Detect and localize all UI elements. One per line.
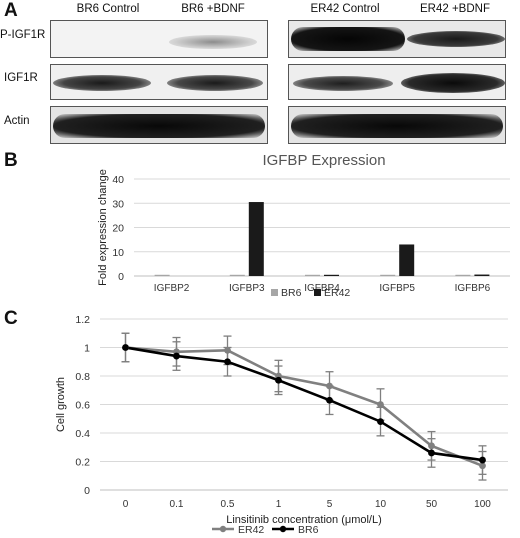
chart-c-category-label: 0.1 bbox=[170, 499, 184, 510]
chart-b-ytick-label: 0 bbox=[118, 271, 124, 283]
chart-c-series-line bbox=[125, 346, 483, 462]
chart-b-category-label: IGFBP2 bbox=[154, 283, 190, 294]
chart-c-x-axis-label: Linsitinib concentration (μmol/L) bbox=[226, 514, 382, 526]
chart-c-category-label: 100 bbox=[474, 499, 491, 510]
chart-c-point bbox=[224, 358, 231, 366]
chart-c-legend-marker bbox=[219, 525, 227, 533]
chart-b-title: IGFBP Expression bbox=[262, 152, 385, 169]
chart-c-legend-label: BR6 bbox=[298, 524, 319, 536]
chart-b-ytick-label: 30 bbox=[112, 198, 124, 210]
chart-b-category-label: IGFBP3 bbox=[229, 283, 265, 294]
chart-b-bar bbox=[399, 244, 415, 276]
blot-row-label-p-igf1r: P-IGF1R bbox=[0, 29, 46, 41]
blot-er42-p-igf1r bbox=[288, 20, 506, 58]
band-br6-actin bbox=[53, 114, 265, 138]
chart-b-bar bbox=[324, 274, 339, 276]
chart-b-category-label: IGFBP5 bbox=[379, 283, 415, 294]
blot-header-br6-control: BR6 Control bbox=[76, 3, 140, 15]
chart-c-point bbox=[326, 382, 333, 390]
chart-c-point bbox=[428, 442, 435, 450]
chart-c-ytick-label: 0 bbox=[84, 485, 90, 497]
chart-c-category-label: 10 bbox=[375, 499, 387, 510]
blot-er42-igf1r bbox=[288, 64, 506, 100]
chart-b-bar bbox=[455, 274, 471, 276]
chart-c-category-label: 0 bbox=[123, 499, 129, 510]
chart-c-point bbox=[173, 352, 180, 360]
chart-c-ytick-label: 0.4 bbox=[75, 428, 90, 440]
chart-b-bar bbox=[474, 274, 490, 276]
chart-b-category-label: IGFBP4 bbox=[304, 283, 340, 294]
chart-c-point bbox=[377, 401, 384, 408]
band-er42-bdnf-igf1r bbox=[401, 73, 505, 93]
chart-c-y-axis-label: Cell growth bbox=[55, 377, 67, 432]
chart-b-bar bbox=[380, 274, 396, 276]
blot-er42-actin bbox=[288, 106, 506, 144]
blot-header-er42-control: ER42 Control bbox=[310, 3, 380, 15]
band-er42-bdnf-p-igf1r bbox=[407, 31, 505, 47]
blot-header-er42-bdnf: ER42 +BDNF bbox=[420, 3, 490, 15]
band-er42-actin bbox=[291, 114, 503, 138]
band-er42-control-p-igf1r bbox=[291, 27, 405, 51]
blot-row-label-igf1r: IGF1R bbox=[4, 72, 38, 84]
chart-c-category-label: 1 bbox=[276, 499, 282, 510]
band-br6-control-igf1r bbox=[53, 75, 151, 91]
blot-br6-actin bbox=[50, 106, 268, 144]
chart-c-legend-marker bbox=[279, 525, 287, 533]
blot-header-br6-bdnf: BR6 +BDNF bbox=[181, 3, 245, 15]
chart-b-bar bbox=[154, 274, 170, 276]
chart-b-legend-swatch bbox=[271, 289, 278, 296]
chart-c-ytick-label: 1 bbox=[84, 343, 90, 355]
panel-a-letter: A bbox=[4, 0, 18, 21]
chart-c-series-line bbox=[125, 346, 483, 467]
chart-c-ytick-label: 0.8 bbox=[75, 371, 90, 383]
chart-b-bar bbox=[248, 202, 264, 276]
chart-c-point bbox=[122, 344, 129, 351]
blot-row-label-actin: Actin bbox=[4, 115, 30, 127]
chart-c-point bbox=[377, 418, 384, 425]
panel-b-letter: B bbox=[4, 150, 18, 171]
chart-c-ytick-label: 1.2 bbox=[75, 314, 90, 326]
chart-b-legend-label: BR6 bbox=[281, 287, 302, 299]
chart-c-point bbox=[224, 346, 231, 354]
chart-c-legend-label: ER42 bbox=[238, 524, 264, 536]
chart-c-ytick-label: 0.6 bbox=[75, 400, 90, 412]
chart-b-y-axis-label: Fold expression change bbox=[97, 169, 109, 286]
band-br6-bdnf-p-igf1r bbox=[169, 35, 257, 49]
chart-c-ytick-label: 0.2 bbox=[75, 457, 90, 469]
blot-br6-p-igf1r bbox=[50, 20, 268, 58]
panel-c-letter: C bbox=[4, 308, 18, 329]
chart-c-point bbox=[428, 449, 435, 457]
chart-c-point bbox=[326, 396, 333, 404]
chart-c-point bbox=[275, 376, 282, 384]
chart-c-point bbox=[479, 456, 486, 464]
chart-b-bar bbox=[229, 274, 245, 276]
chart-c-point bbox=[479, 462, 486, 470]
chart-b-category-label: IGFBP6 bbox=[455, 283, 491, 294]
chart-c-category-label: 50 bbox=[426, 499, 438, 510]
chart-b-legend-label: ER42 bbox=[324, 287, 350, 299]
chart-b-ytick-label: 10 bbox=[112, 247, 124, 259]
band-er42-control-igf1r bbox=[293, 76, 393, 91]
chart-c-category-label: 0.5 bbox=[221, 499, 235, 510]
chart-b-ytick-label: 40 bbox=[112, 174, 124, 186]
blot-br6-igf1r bbox=[50, 64, 268, 100]
chart-c-category-label: 5 bbox=[327, 499, 333, 510]
chart-b-bar bbox=[305, 274, 320, 276]
chart-b-ytick-label: 20 bbox=[112, 223, 124, 235]
chart-b-legend-swatch bbox=[314, 289, 321, 296]
band-br6-bdnf-igf1r bbox=[167, 75, 263, 91]
